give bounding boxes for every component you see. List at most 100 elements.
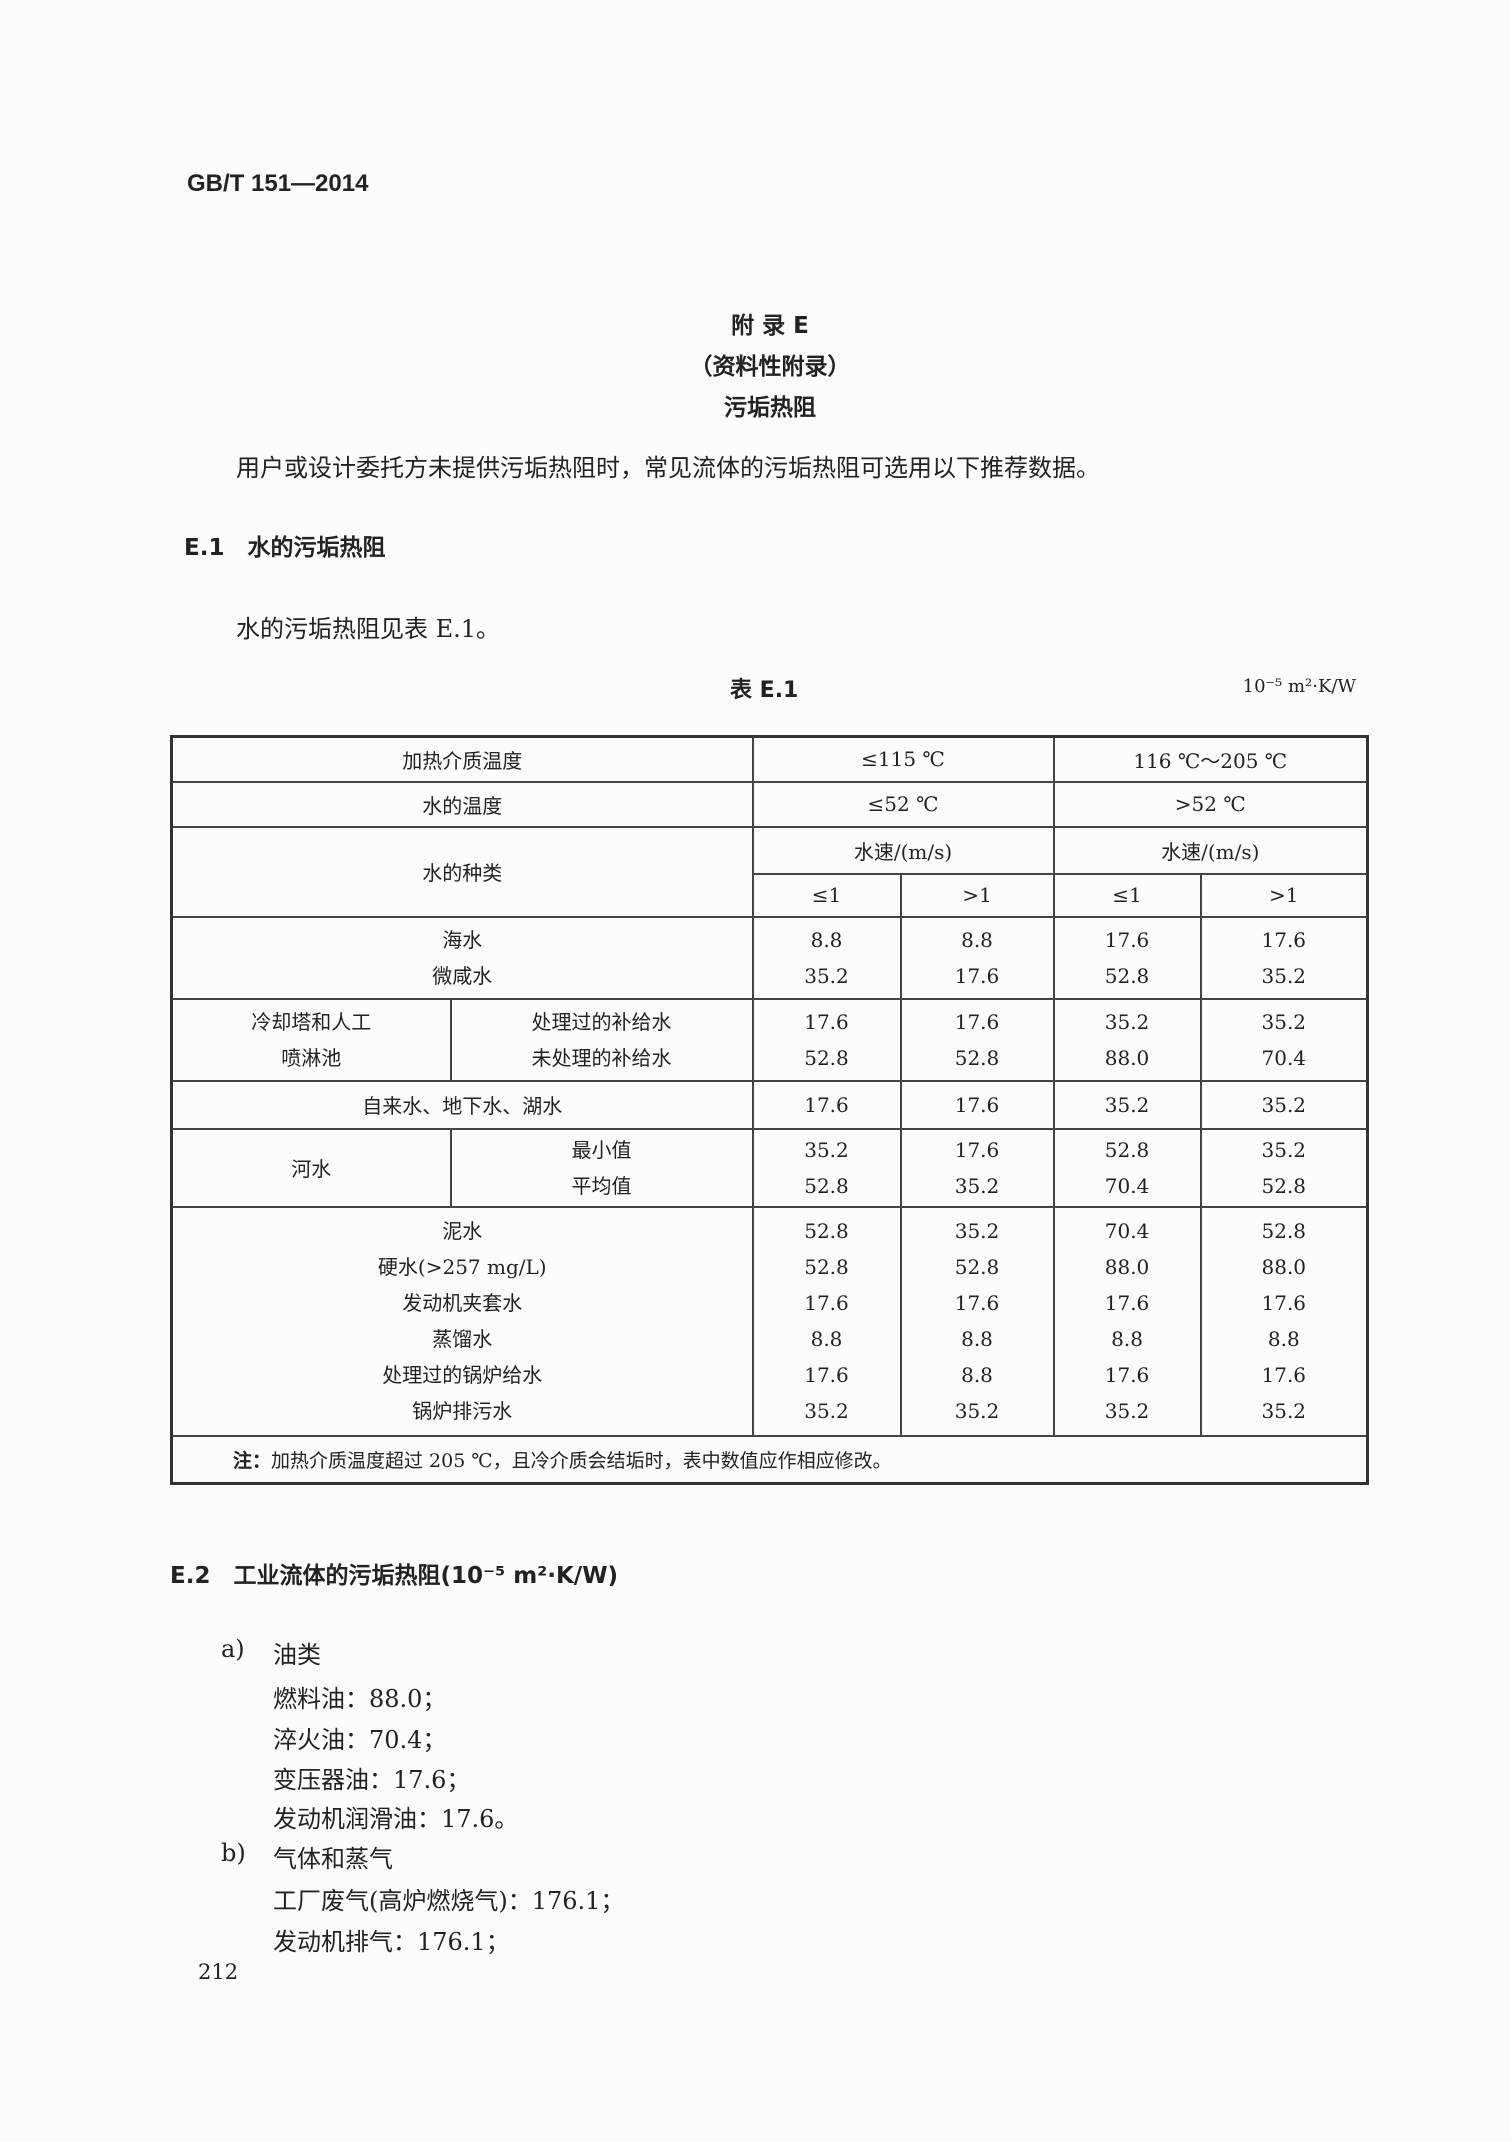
table-unit: 10⁻⁵ m²·K/W	[1242, 676, 1356, 697]
data-value: 17.6	[1104, 1291, 1150, 1315]
data-cell: 35.2	[1052, 1079, 1202, 1130]
list-item: 发动机排气：176.1；	[273, 1928, 510, 1956]
header-cell: 水速/(m/s)	[751, 825, 1055, 875]
list-item: 发动机润滑油：17.6。	[273, 1805, 519, 1833]
section-e2-heading: E.2 工业流体的污垢热阻(10⁻⁵ m²·K/W)	[170, 1563, 619, 1589]
group-label: 冷却塔和人工 喷淋池	[170, 997, 452, 1082]
data-value: 52.8	[954, 1255, 1000, 1279]
group-label: 河水	[170, 1127, 452, 1208]
data-cell: 17.6 52.8	[1052, 915, 1202, 1000]
list-marker-a: a)	[221, 1635, 245, 1663]
table-row: 海水 微咸水 8.8 35.2 8.8 17.6 17.6 52.8 17.6 35.2	[170, 915, 1369, 1000]
table-row: ≤1 >1 ≤1 >1	[172, 872, 1369, 918]
section-e1-text: 水的污垢热阻见表 E.1。	[236, 615, 501, 643]
data-value: 17.6	[1104, 1363, 1150, 1387]
table-row: 水的温度 ≤52 ℃ >52 ℃	[170, 780, 1369, 828]
list-b-title: 气体和蒸气	[273, 1845, 393, 1873]
standard-number: GB/T 151—2014	[187, 170, 369, 197]
header-cell: >1	[1199, 872, 1369, 918]
row-label: 泥水硬水(>257 mg/L) 发动机夹套水 蒸馏水处理过的锅炉给水 锅炉排污水	[170, 1205, 754, 1437]
data-cell: 35.2	[1199, 1079, 1369, 1130]
data-value: 52.8	[1261, 1219, 1307, 1243]
table-row: 河水 最小值 平均值 35.2 52.8 17.6 35.2 52.8 70.4 35.…	[170, 1127, 1369, 1208]
header-cell: ≤1	[751, 872, 902, 918]
appendix-title: 附 录 E	[731, 313, 809, 339]
data-value: 17.6	[1261, 1363, 1307, 1387]
data-value: 17.6	[804, 1363, 849, 1387]
intro-paragraph: 用户或设计委托方未提供污垢热阻时，常见流体的污垢热阻可选用以下推荐数据。	[236, 454, 1100, 482]
list-item: 燃料油：88.0；	[273, 1685, 447, 1713]
list-marker-b: b)	[221, 1839, 246, 1867]
header-cell: ≤1	[1052, 872, 1202, 918]
data-value: 88.0	[1261, 1255, 1307, 1279]
fouling-resistance-table: 加热介质温度 ≤115 ℃ 116 ℃～205 ℃ 水的温度 ≤52 ℃ >52…	[170, 735, 1370, 1485]
data-value: 35.2	[954, 1399, 1000, 1423]
data-value: 17.6	[1261, 1291, 1307, 1315]
table-note: 注：加热介质温度超过 205 ℃，且冷介质会结垢时，表中数值应作相应修改。	[170, 1434, 1369, 1485]
table-row: 泥水硬水(>257 mg/L) 发动机夹套水 蒸馏水处理过的锅炉给水 锅炉排污水 52…	[170, 1205, 1369, 1437]
list-a-title: 油类	[273, 1641, 321, 1669]
row-label: 处理过的补给水 未处理的补给水	[449, 997, 754, 1082]
data-value: 17.6	[954, 1291, 1000, 1315]
row-label: 自来水、地下水、湖水	[170, 1079, 754, 1130]
water-temp-label: 水的温度	[170, 780, 754, 828]
header-cell: 116 ℃～205 ℃	[1052, 735, 1369, 783]
data-cell: 8.8 17.6	[899, 915, 1055, 1000]
row-label-line: 锅炉排污水	[412, 1399, 513, 1423]
data-value: 8.8	[961, 1363, 993, 1387]
data-cell: 17.6 52.8	[899, 997, 1055, 1082]
row-label-line: 蒸馏水	[432, 1327, 493, 1351]
row-label: 海水 微咸水	[170, 915, 754, 1000]
section-e1-heading: E.1 水的污垢热阻	[184, 535, 386, 561]
data-cell: 17.6 35.2	[899, 1127, 1055, 1208]
data-value: 35.2	[1261, 1399, 1307, 1423]
data-value: 8.8	[1111, 1327, 1143, 1351]
appendix-name: 污垢热阻	[724, 395, 816, 421]
data-value: 52.8	[804, 1255, 849, 1279]
data-cell: 52.8 70.4	[1052, 1127, 1202, 1208]
table-row: 水的种类 水速/(m/s) 水速/(m/s)	[170, 825, 1369, 918]
header-cell: ≤115 ℃	[751, 735, 1055, 783]
table-caption: 表 E.1	[730, 678, 799, 703]
table-row: 注：加热介质温度超过 205 ℃，且冷介质会结垢时，表中数值应作相应修改。	[170, 1434, 1369, 1485]
row-label-line: 处理过的锅炉给水	[382, 1363, 543, 1387]
table-row: 冷却塔和人工 喷淋池 处理过的补给水 未处理的补给水 17.6 52.8 17.6 52…	[170, 997, 1369, 1082]
data-cell: 52.8 88.0 17.6 8.8 17.6 35.2	[1199, 1205, 1369, 1437]
list-item: 工厂废气(高炉燃烧气)：176.1；	[273, 1887, 625, 1915]
data-cell: 35.2 52.8 17.6 8.8 8.8 35.2	[899, 1205, 1055, 1437]
header-cell: 水速/(m/s)	[1052, 825, 1369, 875]
data-cell: 70.4 88.0 17.6 8.8 17.6 35.2	[1052, 1205, 1202, 1437]
data-cell: 35.2 70.4	[1199, 997, 1369, 1082]
row-label-line: 发动机夹套水	[402, 1291, 523, 1315]
data-value: 8.8	[1267, 1327, 1300, 1351]
data-value: 17.6	[804, 1291, 849, 1315]
appendix-subtitle: （资料性附录）	[689, 354, 851, 380]
data-value: 52.8	[804, 1219, 849, 1243]
data-value: 35.2	[954, 1219, 1000, 1243]
row-label-line: 硬水(>257 mg/L)	[377, 1255, 547, 1279]
row-label-line: 泥水	[442, 1219, 483, 1243]
data-value: 35.2	[1104, 1399, 1150, 1423]
data-cell: 17.6 52.8	[751, 997, 902, 1082]
water-type-label: 水的种类	[170, 825, 754, 918]
heating-temp-label: 加热介质温度	[170, 735, 754, 783]
table-row: 加热介质温度 ≤115 ℃ 116 ℃～205 ℃	[170, 735, 1369, 783]
data-value: 70.4	[1104, 1219, 1150, 1243]
data-value: 8.8	[810, 1327, 843, 1351]
data-value: 35.2	[804, 1399, 849, 1423]
header-cell: >52 ℃	[1052, 780, 1369, 828]
list-item: 变压器油：17.6；	[273, 1766, 471, 1794]
page-number: 212	[198, 1960, 239, 1984]
data-cell: 35.2 52.8	[751, 1127, 902, 1208]
data-cell: 35.2 52.8	[1199, 1127, 1369, 1208]
list-item: 淬火油：70.4；	[273, 1726, 447, 1754]
data-cell: 52.8 52.8 17.6 8.8 17.6 35.2	[751, 1205, 902, 1437]
header-cell: ≤52 ℃	[751, 780, 1055, 828]
row-label: 最小值 平均值	[449, 1127, 754, 1208]
data-cell: 8.8 35.2	[751, 915, 902, 1000]
data-cell: 17.6 35.2	[1199, 915, 1369, 1000]
data-value: 8.8	[961, 1327, 993, 1351]
data-cell: 35.2 88.0	[1052, 997, 1202, 1082]
data-cell: 17.6	[751, 1079, 902, 1130]
table-row: 自来水、地下水、湖水 17.6 17.6 35.2 35.2	[170, 1079, 1369, 1130]
